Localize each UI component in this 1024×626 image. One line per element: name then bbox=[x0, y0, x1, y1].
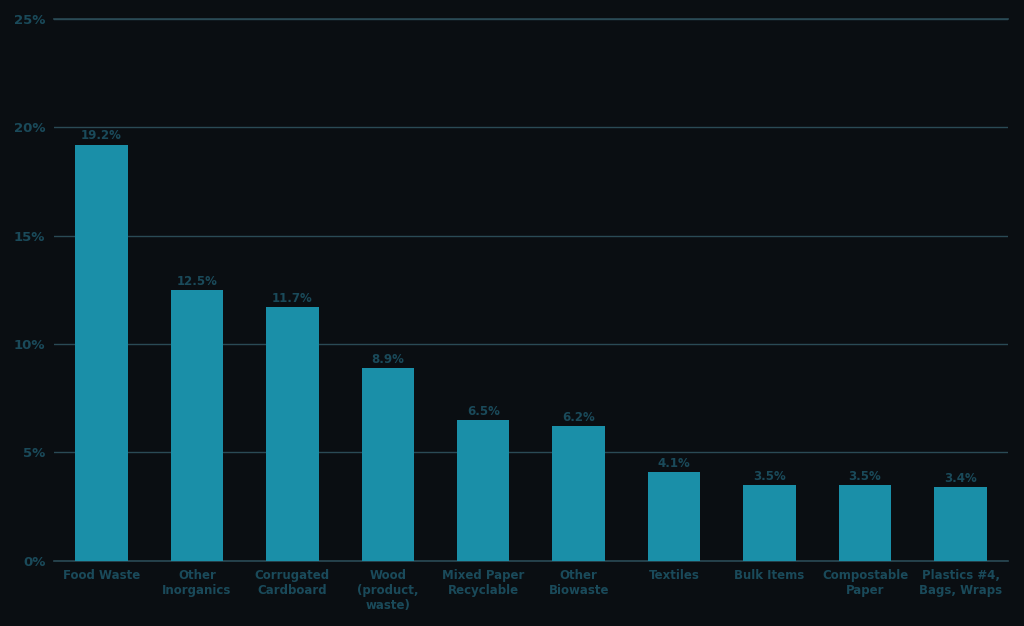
Bar bbox=[648, 472, 700, 561]
Bar bbox=[743, 485, 796, 561]
Text: 11.7%: 11.7% bbox=[272, 292, 312, 305]
Bar bbox=[457, 420, 510, 561]
Text: 3.5%: 3.5% bbox=[754, 470, 786, 483]
Text: 12.5%: 12.5% bbox=[176, 275, 217, 288]
Bar bbox=[839, 485, 891, 561]
Text: 3.5%: 3.5% bbox=[849, 470, 882, 483]
Bar bbox=[171, 290, 223, 561]
Text: 8.9%: 8.9% bbox=[372, 352, 404, 366]
Text: 19.2%: 19.2% bbox=[81, 130, 122, 143]
Text: 6.5%: 6.5% bbox=[467, 405, 500, 418]
Text: 6.2%: 6.2% bbox=[562, 411, 595, 424]
Text: 4.1%: 4.1% bbox=[657, 457, 690, 470]
Bar bbox=[361, 368, 414, 561]
Bar bbox=[934, 487, 987, 561]
Bar bbox=[266, 307, 318, 561]
Text: 3.4%: 3.4% bbox=[944, 472, 977, 485]
Bar bbox=[553, 426, 605, 561]
Bar bbox=[75, 145, 128, 561]
